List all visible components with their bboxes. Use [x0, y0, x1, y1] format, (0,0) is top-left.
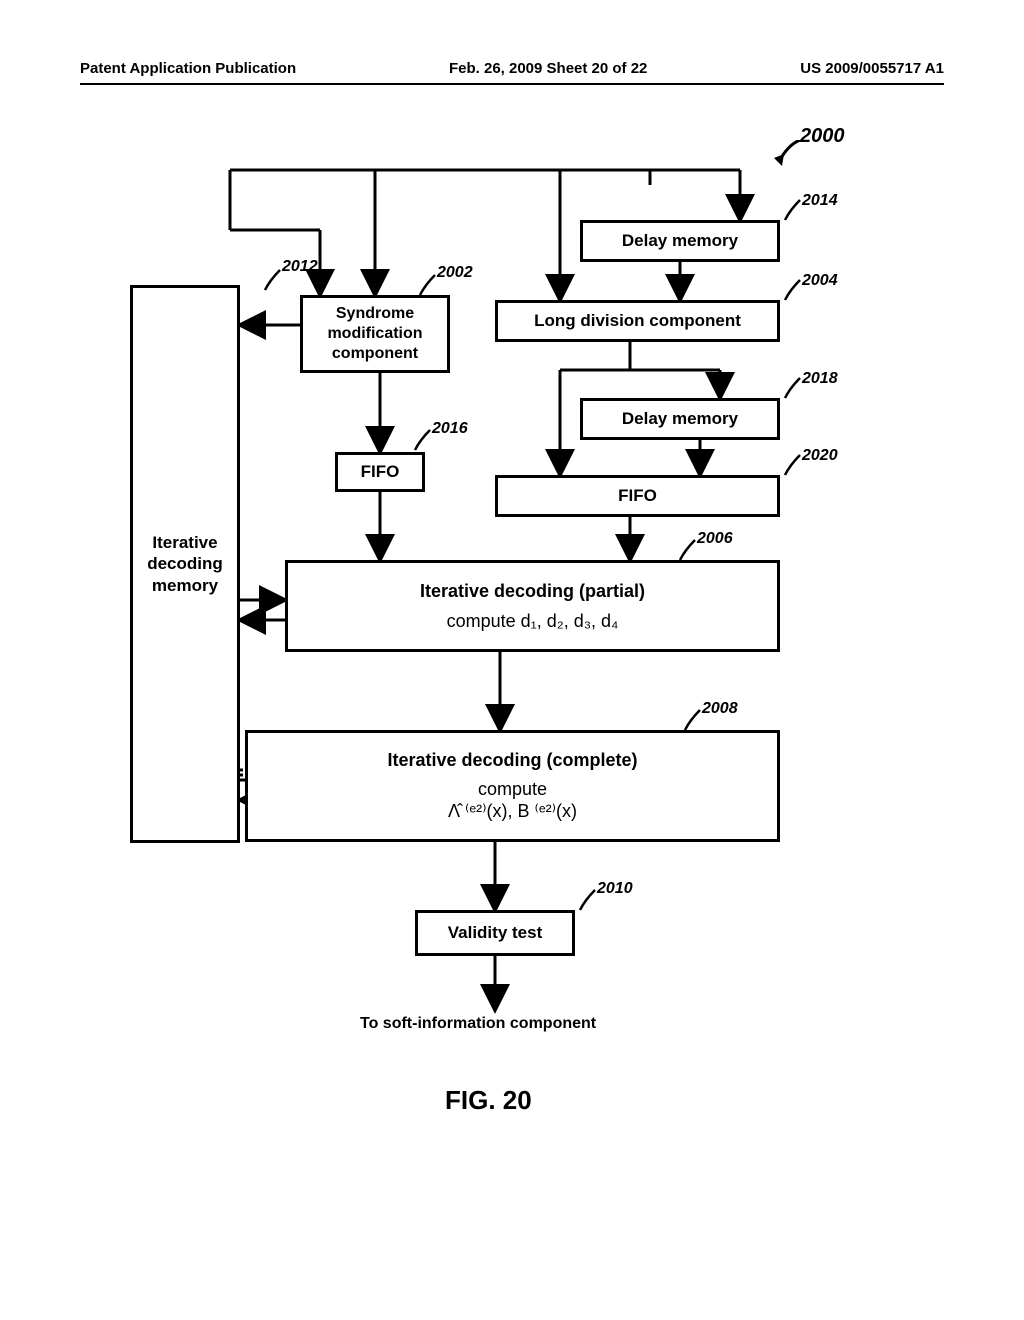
page: Patent Application Publication Feb. 26, … — [0, 0, 1024, 1320]
fifo-1: FIFO — [335, 452, 425, 492]
box-label: Validity test — [448, 922, 542, 943]
syndrome-modification-component: Syndrome modification component — [300, 295, 450, 373]
box-label: memory — [152, 575, 218, 596]
ref-2016: 2016 — [432, 420, 468, 438]
ref-2004: 2004 — [802, 272, 838, 290]
ref-2020: 2020 — [802, 447, 838, 465]
box-label: Iterative decoding (complete) — [387, 749, 637, 772]
box-label: modification — [327, 324, 422, 344]
ref-2002: 2002 — [437, 264, 473, 282]
flow-diagram: 2000 — [100, 130, 920, 1130]
delay-memory-2: Delay memory — [580, 398, 780, 440]
iterative-decoding-memory: Iterative decoding memory — [130, 285, 240, 843]
ref-2018: 2018 — [802, 370, 838, 388]
box-label: FIFO — [618, 485, 657, 506]
fifo-2: FIFO — [495, 475, 780, 517]
output-label: To soft-information component — [360, 1015, 596, 1033]
box-label: component — [332, 344, 418, 364]
page-header: Patent Application Publication Feb. 26, … — [80, 60, 944, 85]
box-sublabel: compute d₁, d₂, d₃, d₄ — [447, 610, 619, 633]
box-label: Long division component — [534, 310, 741, 331]
box-label: Syndrome — [336, 304, 414, 324]
box-label: FIFO — [361, 461, 400, 482]
box-label: Delay memory — [622, 408, 738, 429]
box-sublabel: compute — [478, 778, 547, 801]
ref-2006: 2006 — [697, 530, 733, 548]
ref-2014: 2014 — [802, 192, 838, 210]
box-label: Iterative decoding (partial) — [420, 580, 645, 603]
box-label: Delay memory — [622, 230, 738, 251]
ref-2012: 2012 — [282, 258, 318, 276]
box-sublabel: Λ̂ ⁽ᵉ²⁾(x), B ⁽ᵉ²⁾(x) — [448, 800, 577, 823]
long-division-component: Long division component — [495, 300, 780, 342]
header-left: Patent Application Publication — [80, 60, 296, 77]
header-right: US 2009/0055717 A1 — [800, 60, 944, 77]
header-center: Feb. 26, 2009 Sheet 20 of 22 — [449, 60, 647, 77]
iterative-decoding-partial: Iterative decoding (partial) compute d₁,… — [285, 560, 780, 652]
ref-2008: 2008 — [702, 700, 738, 718]
box-label: Iterative — [152, 532, 217, 553]
iterative-decoding-complete: Iterative decoding (complete) compute Λ̂… — [245, 730, 780, 842]
box-label: decoding — [147, 553, 223, 574]
delay-memory-1: Delay memory — [580, 220, 780, 262]
ref-2010: 2010 — [597, 880, 633, 898]
validity-test: Validity test — [415, 910, 575, 956]
figure-caption: FIG. 20 — [445, 1085, 532, 1116]
